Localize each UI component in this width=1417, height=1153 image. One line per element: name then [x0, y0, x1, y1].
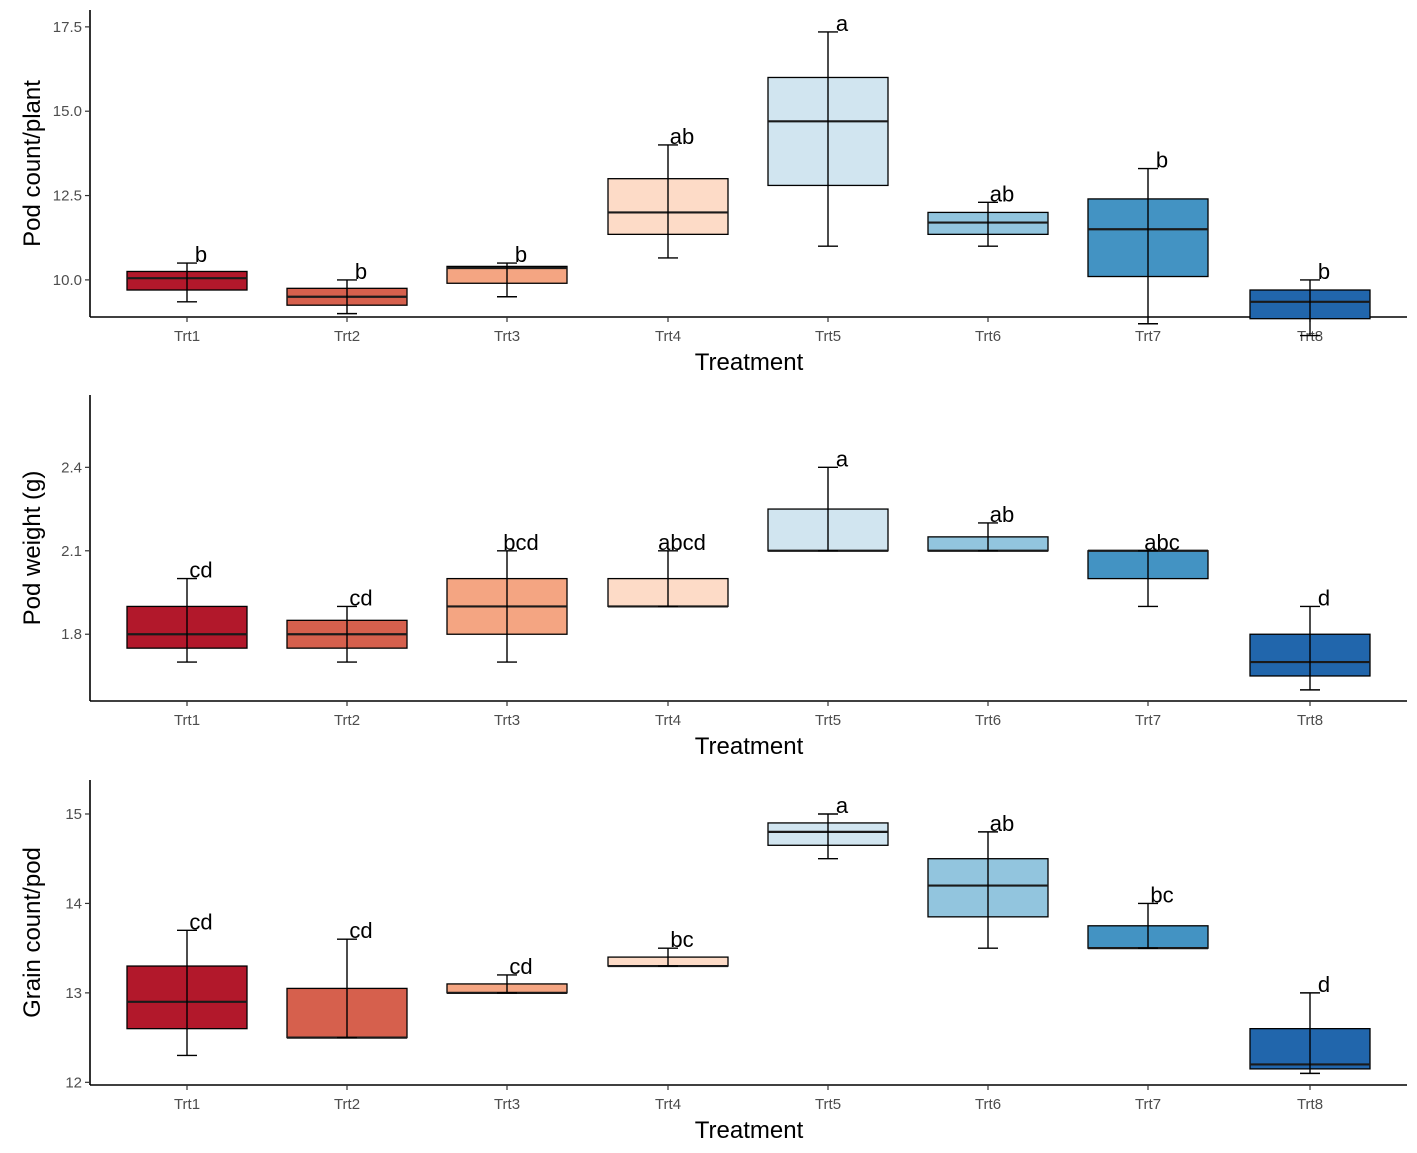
box-Trt7: b — [1087, 148, 1209, 325]
box-Trt8: d — [1249, 585, 1371, 691]
x-axis-title: Treatment — [695, 733, 804, 760]
y-tick-label: 2.4 — [61, 459, 82, 476]
y-tick-label: 12.5 — [53, 188, 82, 205]
box-Trt4: abcd — [607, 530, 729, 608]
significance-letter: cd — [509, 954, 532, 979]
x-tick-label: Trt2 — [334, 712, 360, 729]
x-tick-label: Trt1 — [174, 328, 200, 345]
x-tick-label: Trt1 — [174, 712, 200, 729]
chart-panel-1: 10.0 12.5 15.0 17.5 Pod count/plant Trt1 Trt2 T… — [19, 10, 1407, 376]
box-Trt3: bcd — [446, 530, 568, 663]
significance-letter: cd — [349, 585, 372, 610]
x-tick-label: Trt7 — [1135, 712, 1161, 729]
box-Trt5: a — [767, 11, 889, 247]
box-Trt4: bc — [607, 927, 729, 968]
x-tick-label: Trt2 — [334, 1096, 360, 1113]
x-tick-label: Trt6 — [975, 1096, 1001, 1113]
x-tick-label: Trt3 — [494, 328, 520, 345]
box-Trt4: ab — [607, 124, 729, 259]
significance-letter: b — [195, 242, 207, 267]
x-tick-label: Trt8 — [1297, 1096, 1323, 1113]
box-Trt1: cd — [126, 909, 248, 1057]
significance-letter: ab — [670, 124, 694, 149]
significance-letter: bc — [670, 927, 693, 952]
significance-letter: ab — [990, 811, 1014, 836]
significance-letter: b — [1318, 259, 1330, 284]
x-tick-label: Trt5 — [815, 328, 841, 345]
significance-letter: ab — [990, 502, 1014, 527]
x-tick-label: Trt6 — [975, 328, 1001, 345]
x-tick-label: Trt3 — [494, 712, 520, 729]
significance-letter: cd — [189, 558, 212, 583]
significance-letter: d — [1318, 972, 1330, 997]
x-axis-title: Treatment — [695, 349, 804, 376]
box-Trt6: ab — [927, 502, 1049, 552]
x-tick-label: Trt5 — [815, 1096, 841, 1113]
x-tick-label: Trt4 — [655, 712, 681, 729]
chart-panel-2: 1.8 2.1 2.4 Pod weight (g) Trt1 Trt2 Trt3 Trt4 T… — [19, 395, 1407, 760]
box-Trt1: cd — [126, 558, 248, 663]
y-tick-label: 14 — [65, 895, 82, 912]
y-axis-title: Grain count/pod — [19, 847, 46, 1018]
box-Trt5: a — [767, 793, 889, 860]
y-axis-title: Pod weight (g) — [19, 471, 46, 626]
significance-letter: abcd — [658, 530, 706, 555]
x-tick-label: Trt5 — [815, 712, 841, 729]
significance-letter: cd — [189, 909, 212, 934]
y-tick-label: 13 — [65, 985, 82, 1002]
y-tick-label: 12 — [65, 1074, 82, 1091]
x-tick-label: Trt2 — [334, 328, 360, 345]
x-tick-label: Trt4 — [655, 1096, 681, 1113]
x-tick-label: Trt8 — [1297, 712, 1323, 729]
x-tick-label: Trt3 — [494, 1096, 520, 1113]
y-tick-label: 15.0 — [53, 103, 82, 120]
x-tick-label: Trt7 — [1135, 328, 1161, 345]
box-Trt3: b — [446, 242, 568, 298]
chart-panel-3: 12 13 14 15 Grain count/pod Trt1 Trt2 Trt3 Trt4 T… — [19, 780, 1407, 1144]
box-Trt3: cd — [446, 954, 568, 994]
significance-letter: abc — [1144, 530, 1179, 555]
x-tick-label: Trt8 — [1297, 328, 1323, 345]
y-axis-title: Pod count/plant — [19, 80, 46, 247]
box-Trt2: cd — [286, 918, 408, 1039]
x-tick-label: Trt4 — [655, 328, 681, 345]
y-tick-label: 10.0 — [53, 272, 82, 289]
significance-letter: b — [515, 242, 527, 267]
box-Trt2: b — [286, 259, 408, 315]
significance-letter: a — [836, 11, 849, 36]
x-axis-title: Treatment — [695, 1117, 804, 1144]
x-tick-label: Trt1 — [174, 1096, 200, 1113]
significance-letter: bc — [1150, 882, 1173, 907]
box-Trt1: b — [126, 242, 248, 303]
significance-letter: ab — [990, 181, 1014, 206]
y-tick-label: 15 — [65, 806, 82, 823]
significance-letter: b — [355, 259, 367, 284]
box-Trt5: a — [767, 446, 889, 552]
box-Trt8: d — [1249, 972, 1371, 1075]
significance-letter: a — [836, 793, 849, 818]
x-tick-label: Trt7 — [1135, 1096, 1161, 1113]
box-Trt8: b — [1249, 259, 1371, 337]
significance-letter: b — [1156, 148, 1168, 173]
y-tick-label: 17.5 — [53, 19, 82, 36]
box-Trt6: ab — [927, 181, 1049, 247]
y-tick-label: 1.8 — [61, 626, 82, 643]
significance-letter: d — [1318, 585, 1330, 610]
significance-letter: cd — [349, 918, 372, 943]
significance-letter: bcd — [503, 530, 538, 555]
significance-letter: a — [836, 446, 849, 471]
box-Trt6: ab — [927, 811, 1049, 949]
x-tick-label: Trt6 — [975, 712, 1001, 729]
box-Trt7: bc — [1087, 882, 1209, 950]
box-Trt7: abc — [1087, 530, 1209, 608]
box-Trt2: cd — [286, 585, 408, 663]
y-tick-label: 2.1 — [61, 543, 82, 560]
